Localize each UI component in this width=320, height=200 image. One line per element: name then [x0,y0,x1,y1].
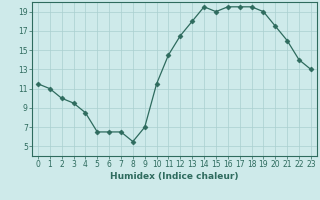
X-axis label: Humidex (Indice chaleur): Humidex (Indice chaleur) [110,172,239,181]
